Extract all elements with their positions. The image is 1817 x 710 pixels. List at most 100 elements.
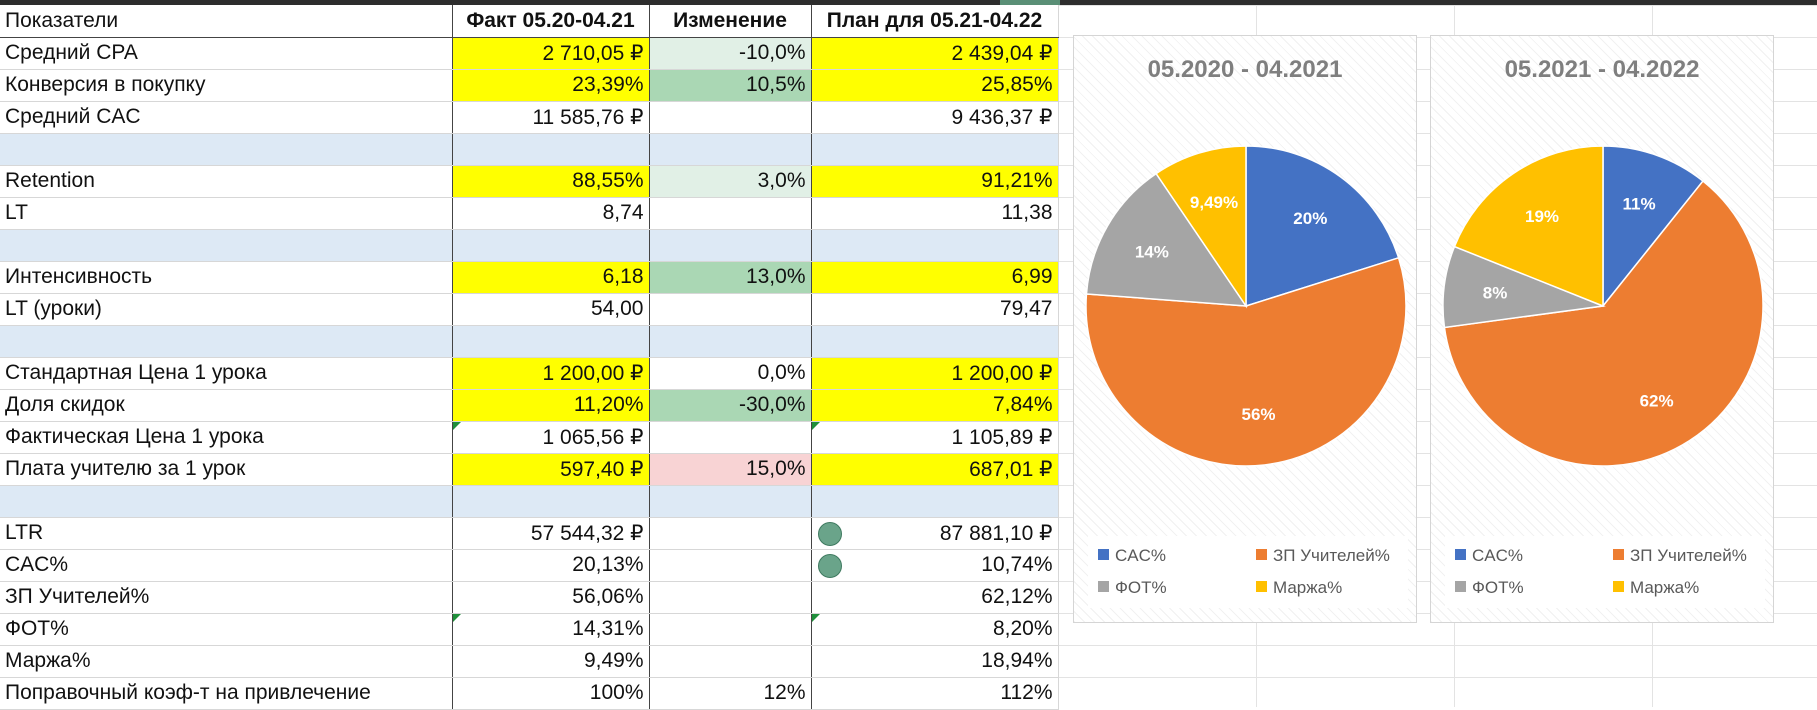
fact-value-cell[interactable]: 100%: [451, 677, 649, 710]
indicator-label-cell[interactable]: LTR: [0, 517, 452, 550]
fact-value-cell[interactable]: 57 544,32 ₽: [451, 517, 649, 550]
legend-item[interactable]: ЗП Учителей%: [1613, 546, 1747, 566]
change-value-cell[interactable]: 0,0%: [648, 357, 811, 390]
change-value-cell[interactable]: -30,0%: [648, 389, 811, 422]
empty-cell[interactable]: [451, 325, 649, 358]
indicator-label-cell[interactable]: Средний CPA: [0, 37, 452, 70]
plan-value-cell[interactable]: 25,85%: [810, 69, 1059, 102]
empty-cell[interactable]: [451, 229, 649, 262]
empty-cell[interactable]: [0, 325, 452, 358]
pie-chart-2020-2021[interactable]: 05.2020 - 04.2021 20% 56% 14% 9,49% CAC% ЗП …: [1073, 35, 1417, 623]
fact-value-cell[interactable]: 9,49%: [451, 645, 649, 678]
change-value-cell[interactable]: [648, 613, 811, 646]
change-value-cell[interactable]: 15,0%: [648, 453, 811, 486]
plan-value-cell[interactable]: 8,20%: [810, 613, 1059, 646]
change-value-cell[interactable]: [648, 581, 811, 614]
legend-item[interactable]: CAC%: [1098, 546, 1166, 566]
indicator-label-cell[interactable]: ЗП Учителей%: [0, 581, 452, 614]
fact-value-cell[interactable]: 6,18: [451, 261, 649, 294]
empty-cell[interactable]: [810, 485, 1059, 518]
fact-value-cell[interactable]: 88,55%: [451, 165, 649, 198]
pie-slice[interactable]: [1245, 145, 1400, 308]
plan-value-cell[interactable]: 87 881,10 ₽: [810, 517, 1059, 550]
fact-value-cell[interactable]: 11 585,76 ₽: [451, 101, 649, 134]
indicator-label-cell[interactable]: Плата учителю за 1 урок: [0, 453, 452, 486]
plan-value-cell[interactable]: 10,74%: [810, 549, 1059, 582]
plan-value-cell[interactable]: 62,12%: [810, 581, 1059, 614]
header-change[interactable]: Изменение: [648, 5, 811, 38]
pie-chart-2021-2022[interactable]: 05.2021 - 04.2022 11% 62% 8% 19% CAC% ЗП Учи…: [1430, 35, 1774, 623]
plan-value-cell[interactable]: 91,21%: [810, 165, 1059, 198]
header-indicators[interactable]: Показатели: [0, 5, 452, 38]
plan-value-cell[interactable]: 2 439,04 ₽: [810, 37, 1059, 70]
pie-slice[interactable]: [1085, 256, 1407, 467]
plan-value-cell[interactable]: 687,01 ₽: [810, 453, 1059, 486]
empty-cell[interactable]: [648, 133, 811, 166]
change-value-cell[interactable]: [648, 293, 811, 326]
plan-value-cell[interactable]: 11,38: [810, 197, 1059, 230]
legend-item[interactable]: Маржа%: [1613, 578, 1699, 598]
empty-cell[interactable]: [810, 229, 1059, 262]
indicator-label-cell[interactable]: LT: [0, 197, 452, 230]
indicator-label-cell[interactable]: Фактическая Цена 1 урока: [0, 421, 452, 454]
pie-slice[interactable]: [1443, 180, 1764, 467]
header-plan[interactable]: План для 05.21-04.22: [810, 5, 1059, 38]
indicator-label-cell[interactable]: LT (уроки): [0, 293, 452, 326]
change-value-cell[interactable]: [648, 101, 811, 134]
indicator-label-cell[interactable]: Поправочный коэф-т на привлечение: [0, 677, 452, 710]
fact-value-cell[interactable]: 597,40 ₽: [451, 453, 649, 486]
circle-shape-icon[interactable]: [817, 521, 842, 546]
empty-cell[interactable]: [810, 133, 1059, 166]
header-fact[interactable]: Факт 05.20-04.21: [451, 5, 649, 38]
empty-cell[interactable]: [0, 133, 452, 166]
empty-cell[interactable]: [0, 229, 452, 262]
legend-item[interactable]: ЗП Учителей%: [1256, 546, 1390, 566]
plan-value-cell[interactable]: 7,84%: [810, 389, 1059, 422]
legend-item[interactable]: ФОТ%: [1098, 578, 1167, 598]
empty-cell[interactable]: [0, 485, 452, 518]
change-value-cell[interactable]: [648, 197, 811, 230]
legend-item[interactable]: CAC%: [1455, 546, 1523, 566]
indicator-label-cell[interactable]: Средний CAC: [0, 101, 452, 134]
fact-value-cell[interactable]: 2 710,05 ₽: [451, 37, 649, 70]
change-value-cell[interactable]: 12%: [648, 677, 811, 710]
pie-slice[interactable]: [1085, 172, 1248, 307]
indicator-label-cell[interactable]: Стандартная Цена 1 урока: [0, 357, 452, 390]
plan-value-cell[interactable]: 18,94%: [810, 645, 1059, 678]
empty-cell[interactable]: [451, 485, 649, 518]
change-value-cell[interactable]: [648, 549, 811, 582]
empty-cell[interactable]: [451, 133, 649, 166]
change-value-cell[interactable]: [648, 421, 811, 454]
circle-shape-icon[interactable]: [817, 553, 842, 578]
pie-slice[interactable]: [1453, 145, 1604, 308]
fact-value-cell[interactable]: 14,31%: [451, 613, 649, 646]
change-value-cell[interactable]: -10,0%: [648, 37, 811, 70]
fact-value-cell[interactable]: 54,00: [451, 293, 649, 326]
indicator-label-cell[interactable]: Доля скидок: [0, 389, 452, 422]
plan-value-cell[interactable]: 79,47: [810, 293, 1059, 326]
plan-value-cell[interactable]: 1 105,89 ₽: [810, 421, 1059, 454]
indicator-label-cell[interactable]: ФОТ%: [0, 613, 452, 646]
empty-cell[interactable]: [648, 229, 811, 262]
legend-item[interactable]: ФОТ%: [1455, 578, 1524, 598]
change-value-cell[interactable]: 3,0%: [648, 165, 811, 198]
plan-value-cell[interactable]: 1 200,00 ₽: [810, 357, 1059, 390]
fact-value-cell[interactable]: 23,39%: [451, 69, 649, 102]
indicator-label-cell[interactable]: Интенсивность: [0, 261, 452, 294]
plan-value-cell[interactable]: 6,99: [810, 261, 1059, 294]
plan-value-cell[interactable]: 112%: [810, 677, 1059, 710]
legend-item[interactable]: Маржа%: [1256, 578, 1342, 598]
plan-value-cell[interactable]: 9 436,37 ₽: [810, 101, 1059, 134]
fact-value-cell[interactable]: 20,13%: [451, 549, 649, 582]
empty-cell[interactable]: [648, 485, 811, 518]
empty-cell[interactable]: [648, 325, 811, 358]
empty-cell[interactable]: [810, 325, 1059, 358]
change-value-cell[interactable]: [648, 517, 811, 550]
pie-slice[interactable]: [1155, 145, 1247, 309]
fact-value-cell[interactable]: 56,06%: [451, 581, 649, 614]
indicator-label-cell[interactable]: Retention: [0, 165, 452, 198]
indicator-label-cell[interactable]: Маржа%: [0, 645, 452, 678]
fact-value-cell[interactable]: 11,20%: [451, 389, 649, 422]
change-value-cell[interactable]: 10,5%: [648, 69, 811, 102]
fact-value-cell[interactable]: 1 200,00 ₽: [451, 357, 649, 390]
